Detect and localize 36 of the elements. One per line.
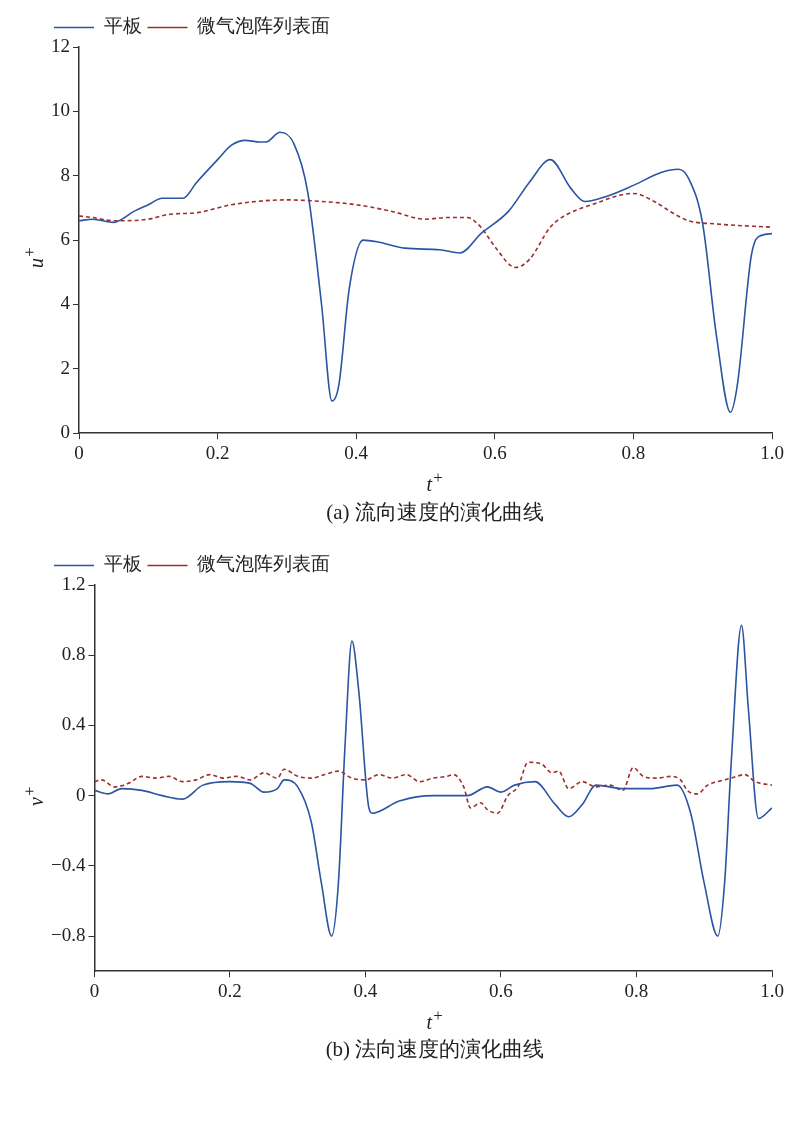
y-tick-label: −0.4 xyxy=(51,853,86,875)
y-tick-label: 1.2 xyxy=(61,572,86,594)
x-axis-title: t$^{+}$ xyxy=(425,468,445,496)
x-tick-label: 0.8 xyxy=(621,441,646,463)
legend-label: 平板 xyxy=(103,553,142,575)
x-tick-label: 0.4 xyxy=(353,979,378,1001)
y-tick-label: 0.8 xyxy=(61,642,86,664)
y-tick-label: 8 xyxy=(60,163,70,185)
x-tick-label: 0.8 xyxy=(624,979,649,1001)
y-tick-label: 0 xyxy=(60,421,70,443)
x-tick-label: 0.2 xyxy=(218,979,242,1001)
y-tick-label: 10 xyxy=(51,99,70,121)
x-tick-label: 0 xyxy=(89,979,100,1001)
x-tick-label: 0.2 xyxy=(205,441,230,463)
y-tick-label: 6 xyxy=(60,228,70,250)
x-tick-label: 1.0 xyxy=(760,979,784,1001)
text: (a) 流向速度的演化曲线 xyxy=(325,498,545,526)
line-series xyxy=(79,192,772,269)
y-tick-label: 12 xyxy=(51,34,70,56)
x-tick-label: 0.6 xyxy=(482,441,507,463)
line-series xyxy=(94,624,772,937)
legend-label: 微气泡阵列表面 xyxy=(197,553,330,575)
line-series xyxy=(79,131,772,414)
x-axis-title: t$^{+}$ xyxy=(425,1005,445,1034)
y-tick-label: 0 xyxy=(75,783,86,805)
legend-label: 平板 xyxy=(103,15,142,37)
text: (b) 法向速度的演化曲线 xyxy=(324,1036,546,1064)
line-series xyxy=(94,761,772,814)
legend-label: 微气泡阵列表面 xyxy=(197,15,330,37)
y-tick-label: 2 xyxy=(60,356,70,378)
x-tick-label: 0.4 xyxy=(344,441,369,463)
x-tick-label: 0.6 xyxy=(489,979,513,1001)
y-tick-label: 0.4 xyxy=(61,713,86,735)
y-tick-label: 4 xyxy=(60,292,71,314)
x-tick-label: 1.0 xyxy=(760,441,784,463)
y-tick-label: −0.8 xyxy=(51,923,86,945)
